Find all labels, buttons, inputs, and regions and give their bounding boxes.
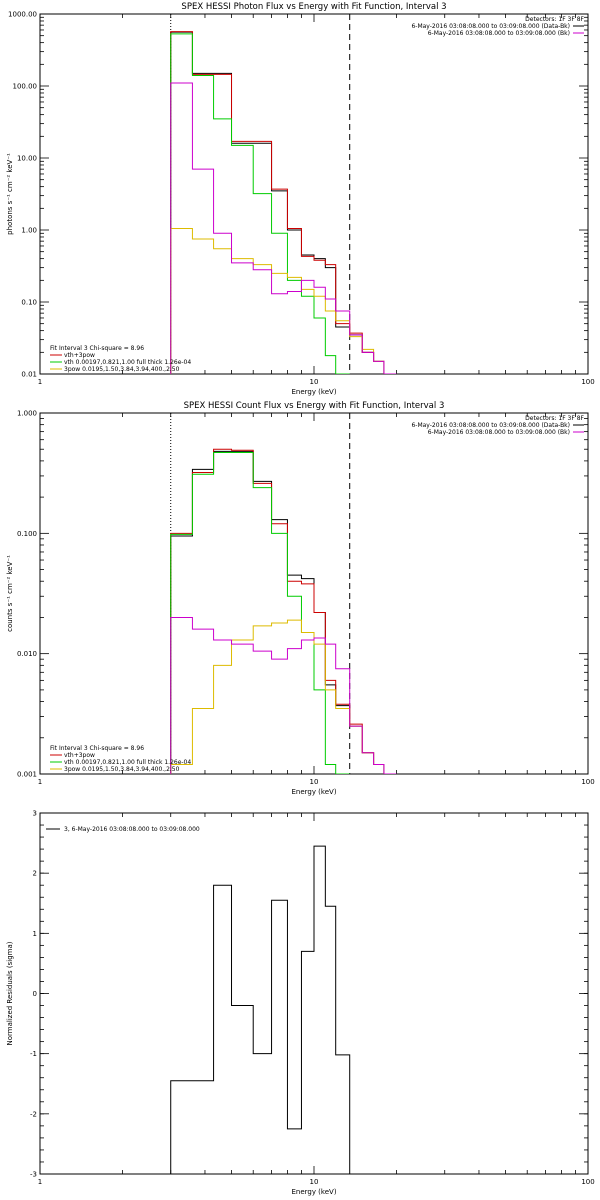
y-axis-label: counts s⁻¹ cm⁻² keV⁻¹ (6, 555, 14, 632)
y-tick-label: 0.010 (17, 650, 37, 658)
x-tick-label: 10 (310, 778, 319, 786)
x-tick-label: 10 (310, 378, 319, 386)
legend-entry: 6-May-2016 03:08:08.000 to 03:09:08.000 … (411, 23, 570, 30)
y-tick-label: 0.001 (17, 771, 37, 779)
y-axis-label: Normalized Residuals (sigma) (6, 941, 14, 1045)
y-tick-label: -2 (30, 1110, 37, 1118)
series-layer (170, 845, 351, 1174)
y-tick-label: 10.00 (17, 155, 37, 163)
y-tick-label: 1 (33, 930, 37, 938)
legend-entry: 6-May-2016 03:08:08.000 to 03:09:08.000 … (428, 429, 570, 436)
fit-info: Fit Interval 3 Chi-square = 8.96 (50, 345, 144, 352)
y-tick-label: 100.00 (13, 83, 38, 91)
legend-entry: 3pow 0.0195,1.50,3.84,3.94,400.,2.50 (64, 766, 180, 773)
y-tick-label: 3 (33, 810, 37, 818)
legend-detectors: Detectors: 1F 3F 8F (525, 16, 584, 23)
chart-title: SPEX HESSI Count Flux vs Energy with Fit… (184, 401, 445, 411)
chart-title: SPEX HESSI Photon Flux vs Energy with Fi… (181, 2, 446, 12)
legend-detectors: Detectors: 1F 3F 8F (525, 415, 584, 422)
y-tick-label: 1.00 (21, 227, 37, 235)
x-tick-label: 100 (581, 378, 594, 386)
series-layer (170, 31, 397, 374)
legend-entry: 3, 6-May-2016 03:08:08.000 to 03:09:08.0… (64, 826, 200, 833)
y-tick-label: 1.000 (17, 410, 37, 418)
x-tick-label: 100 (581, 1178, 594, 1186)
y-tick-label: 0.100 (17, 530, 37, 538)
x-tick-label: 1 (38, 378, 42, 386)
x-tick-label: 1 (38, 1178, 42, 1186)
y-tick-label: 0.01 (21, 371, 37, 379)
legend-entry: 6-May-2016 03:08:08.000 to 03:09:08.000 … (428, 30, 570, 37)
legend-entry: vth 0.00197,0.821,1.00 full thick 1.26e-… (64, 759, 191, 766)
x-tick-label: 10 (310, 1178, 319, 1186)
x-tick-label: 1 (38, 778, 42, 786)
x-axis-label: Energy (keV) (291, 388, 336, 396)
y-tick-label: -1 (30, 1050, 37, 1058)
series-vth-line (170, 451, 350, 774)
series-layer (170, 448, 397, 774)
legend-entry: vth+3pow (64, 752, 95, 759)
x-axis-label: Energy (keV) (291, 788, 336, 796)
series-vth-line (170, 33, 350, 374)
legend-entry: 6-May-2016 03:08:08.000 to 03:09:08.000 … (411, 422, 570, 429)
series-bk-line (170, 82, 397, 374)
legend-entry: vth+3pow (64, 352, 95, 359)
series-bk-line (170, 616, 397, 774)
y-tick-label: -3 (30, 1171, 37, 1179)
fit-info: Fit Interval 3 Chi-square = 8.96 (50, 745, 144, 752)
y-tick-label: 0 (33, 990, 37, 998)
x-tick-label: 100 (581, 778, 594, 786)
x-axis-label: Energy (keV) (291, 1188, 336, 1196)
count-flux-panel: SPEX HESSI Count Flux vs Energy with Fit… (6, 401, 595, 796)
y-axis-label: photons s⁻¹ cm⁻² keV⁻¹ (6, 153, 14, 235)
y-tick-label: 2 (33, 870, 37, 878)
photon-flux-panel: SPEX HESSI Photon Flux vs Energy with Fi… (6, 2, 595, 396)
residuals-panel: 1 10 100 Energy (keV) -3 -2 -1 0 1 2 3 Normalized R… (6, 810, 595, 1197)
legend-entry: 3pow 0.0195,1.50,3.84,3.94,400.,2.50 (64, 366, 180, 373)
y-tick-label: 1000.00 (8, 11, 37, 19)
legend-entry: vth 0.00197,0.821,1.00 full thick 1.26e-… (64, 359, 191, 366)
series-3-6-may-2016-03-08-08-000-to-03-09-08-000-line (170, 845, 351, 1174)
y-tick-label: 0.10 (21, 299, 37, 307)
